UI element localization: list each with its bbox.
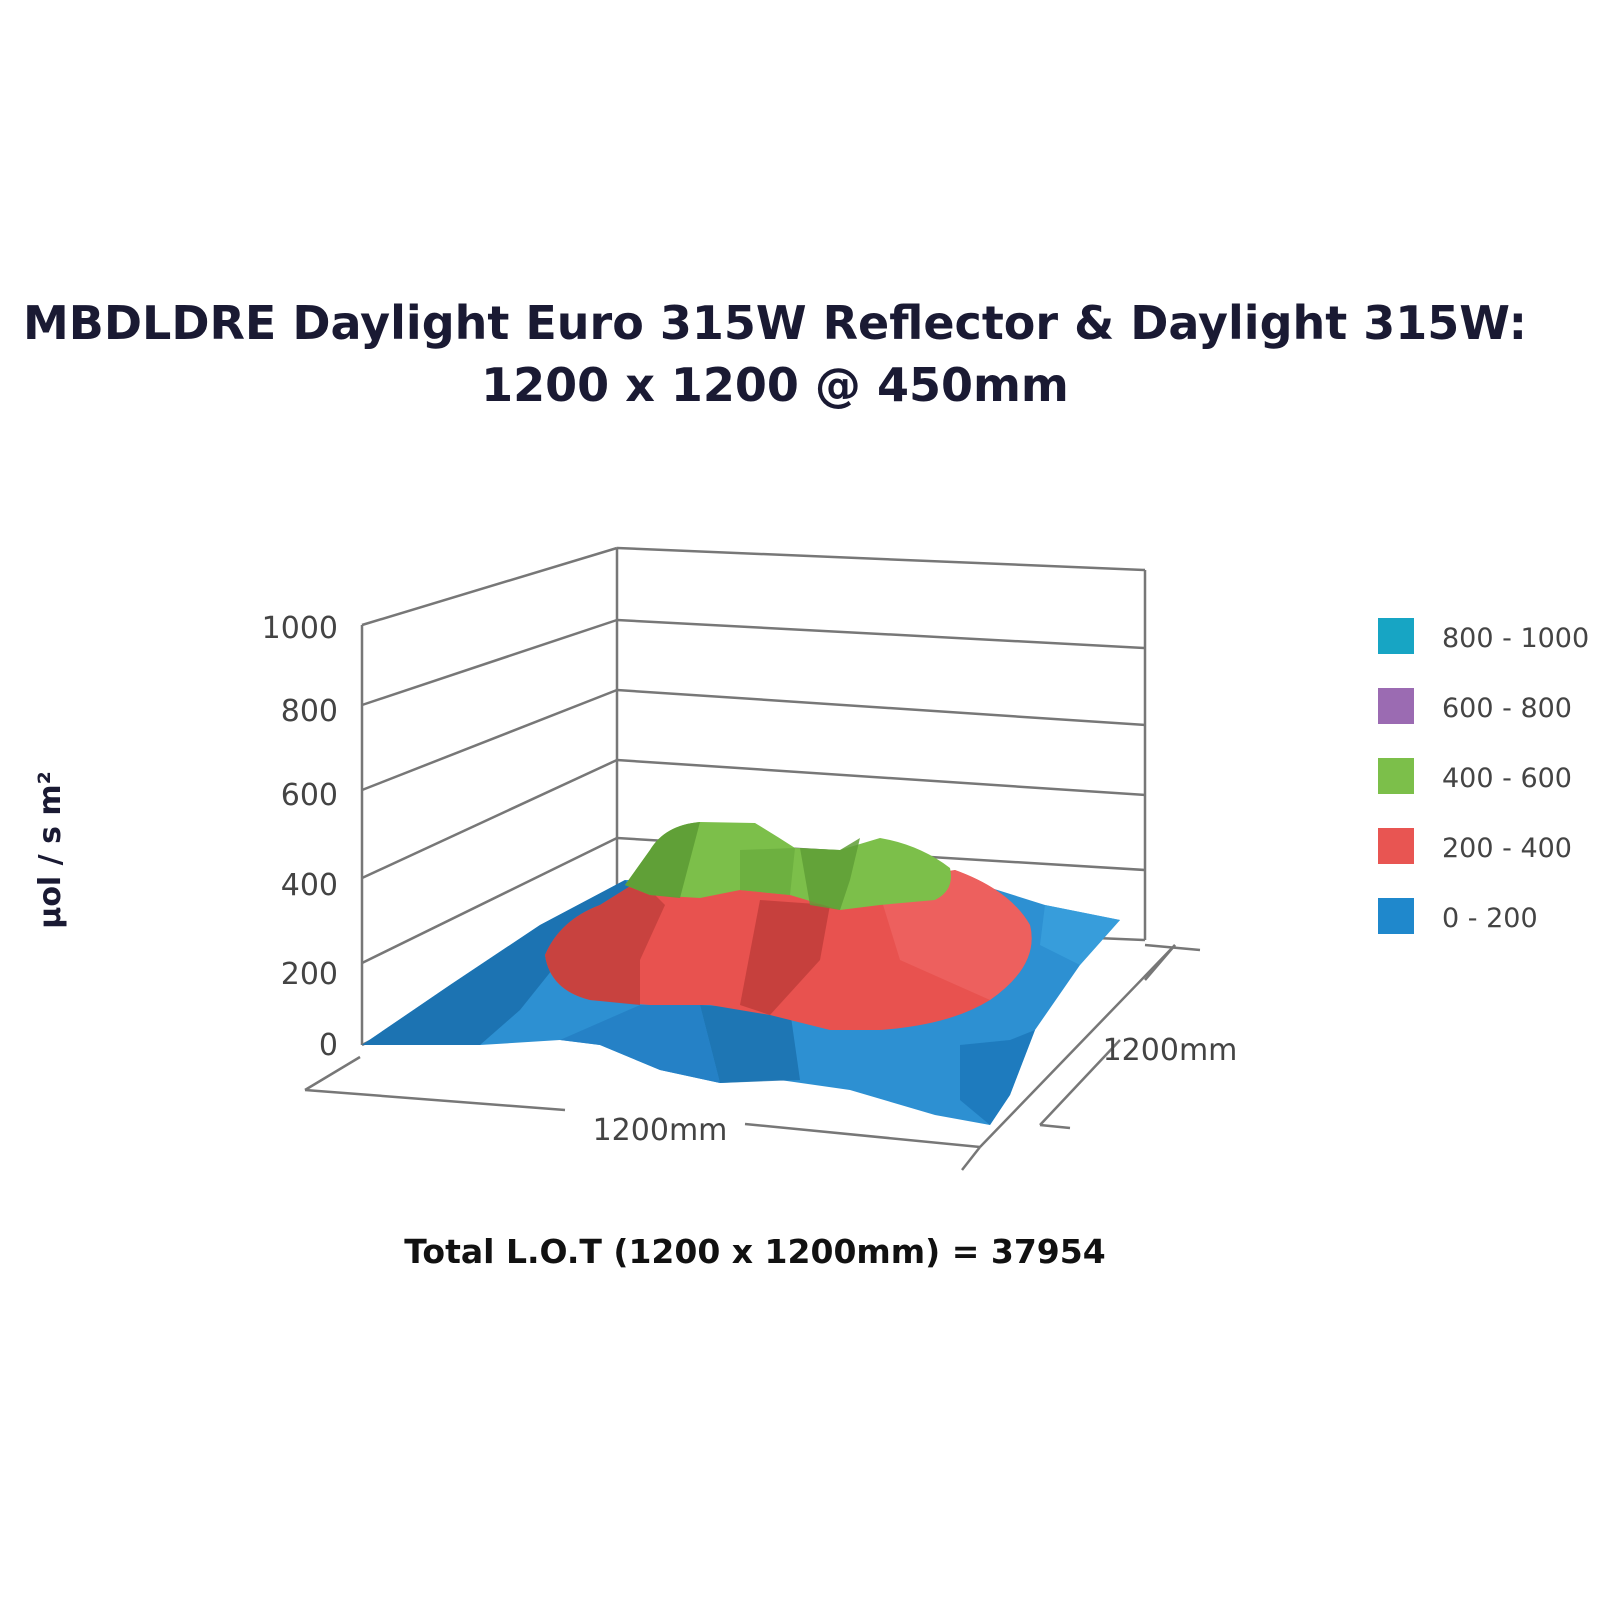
legend-swatch — [1378, 758, 1414, 794]
surface-shade — [740, 900, 830, 1015]
grid-line-left — [361, 546, 618, 627]
chart-title-line-1: MBDLDRE Daylight Euro 315W Reflector & D… — [23, 296, 1527, 350]
grid-line-back — [616, 618, 1146, 650]
z-axis-label: μol / s m² — [33, 771, 68, 929]
grid-line-left — [361, 618, 618, 707]
x-axis-label: 1200mm — [593, 1113, 728, 1148]
z-axis-ticks: 0 200 400 600 800 1000 — [262, 611, 338, 1063]
chart-title-line-2: 1200 x 1200 @ 450mm — [481, 358, 1069, 412]
legend: 800 - 1000 600 - 800 400 - 600 200 - 400 0 -… — [1378, 618, 1589, 934]
surface-shade — [800, 838, 860, 910]
legend-swatch — [1378, 898, 1414, 934]
y-axis-label: 1200mm — [1103, 1033, 1238, 1068]
grid-line-back — [616, 758, 1146, 797]
y-axis-end — [1039, 1123, 1071, 1130]
legend-swatch — [1378, 828, 1414, 864]
grid-line-back — [616, 546, 1146, 572]
legend-label: 600 - 800 — [1442, 693, 1572, 724]
x-axis-end — [304, 1055, 361, 1092]
surface-shade — [700, 1005, 800, 1083]
legend-label: 0 - 200 — [1442, 903, 1538, 934]
surface-shade — [1040, 905, 1120, 965]
z-tick-label: 600 — [281, 778, 338, 813]
z-tick-label: 1000 — [262, 611, 338, 646]
legend-label: 800 - 1000 — [1442, 623, 1589, 654]
x-axis-line — [304, 1088, 566, 1112]
z-tick-label: 400 — [281, 868, 338, 903]
surface-shade — [880, 870, 1032, 1000]
z-tick-label: 800 — [281, 694, 338, 729]
grid-line-back — [616, 688, 1146, 727]
surface-shade — [560, 1005, 720, 1083]
legend-label: 400 - 600 — [1442, 763, 1572, 794]
x-axis-line — [744, 1122, 981, 1149]
legend-swatch — [1378, 688, 1414, 724]
y-axis-line — [1039, 1039, 1121, 1126]
surface-shade — [740, 848, 795, 895]
legend-label: 200 - 400 — [1442, 833, 1572, 864]
irradiance-surface — [362, 822, 1120, 1125]
surface-shade — [545, 880, 665, 1005]
z-tick-label: 200 — [281, 957, 338, 992]
z-tick-label: 0 — [319, 1028, 338, 1063]
grid-line-left — [361, 758, 618, 880]
surface-shade — [625, 822, 700, 898]
chart-axes — [304, 943, 1201, 1171]
chart-grid — [360, 546, 1147, 1047]
x-axis-end — [961, 1146, 981, 1171]
x-front-diagonal — [979, 944, 1176, 1148]
grid-line-left — [361, 836, 618, 965]
grid-line-left — [361, 688, 618, 792]
surface-shade — [960, 1030, 1035, 1125]
legend-swatch — [1378, 618, 1414, 654]
chart-title: MBDLDRE Daylight Euro 315W Reflector & D… — [0, 292, 1550, 416]
y-axis-line — [1144, 944, 1176, 981]
total-lot: Total L.O.T (1200 x 1200mm) = 37954 — [404, 1232, 1106, 1271]
